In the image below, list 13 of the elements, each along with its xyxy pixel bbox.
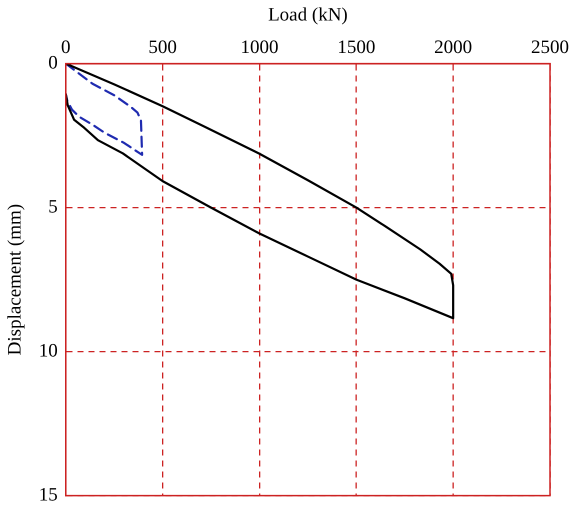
x-tick-label: 500 bbox=[148, 37, 177, 58]
y-tick-label: 5 bbox=[48, 196, 58, 218]
x-axis-title: Load (kN) bbox=[268, 4, 348, 26]
x-tick-label: 2500 bbox=[531, 37, 569, 58]
y-tick-label: 15 bbox=[38, 484, 58, 506]
x-tick-label: 0 bbox=[61, 37, 71, 58]
y-tick-label: 10 bbox=[38, 340, 58, 362]
y-axis-title: Displacement (mm) bbox=[4, 204, 26, 356]
line-series bbox=[66, 64, 144, 156]
x-tick-label: 1000 bbox=[240, 37, 278, 58]
x-tick-label: 2000 bbox=[434, 37, 472, 58]
y-tick-label: 0 bbox=[48, 52, 58, 74]
x-tick-label: 1500 bbox=[337, 37, 376, 58]
